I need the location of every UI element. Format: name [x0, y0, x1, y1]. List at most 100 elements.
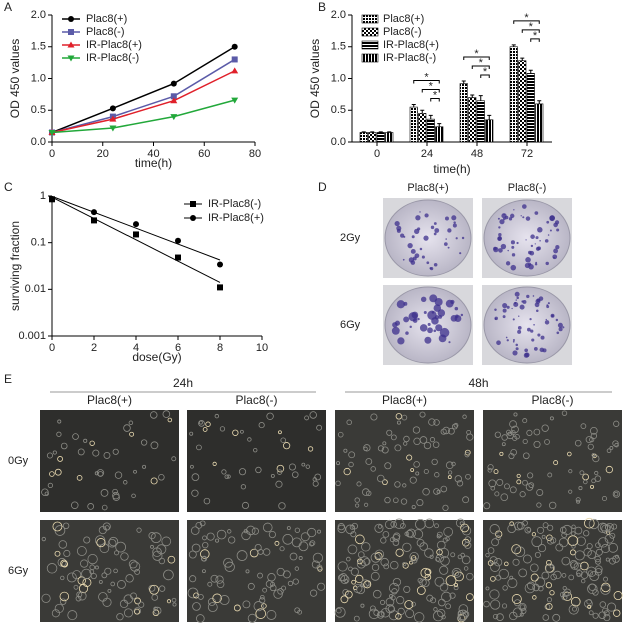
- cell: [187, 587, 199, 599]
- cell: [445, 575, 457, 586]
- cell: [41, 488, 49, 496]
- cell: [465, 473, 471, 480]
- significance-star: *: [533, 30, 538, 42]
- colony: [433, 232, 437, 236]
- colony: [537, 246, 541, 251]
- colony: [523, 352, 529, 358]
- cell: [434, 576, 445, 587]
- colony: [524, 348, 528, 353]
- cell: [569, 559, 578, 568]
- marker: [231, 97, 239, 104]
- cell: [495, 574, 502, 581]
- cell: [99, 543, 110, 554]
- colony: [516, 241, 519, 245]
- colony: [518, 315, 520, 317]
- colony: [444, 216, 449, 221]
- cell: [597, 522, 608, 533]
- colony: [433, 222, 437, 225]
- cell: [489, 589, 500, 600]
- cell: [41, 593, 51, 603]
- cell: [167, 417, 173, 423]
- cell: [226, 474, 231, 479]
- marker: [217, 284, 223, 291]
- marker: [231, 56, 238, 63]
- colony: [515, 343, 519, 347]
- cell: [46, 563, 58, 574]
- cell: [500, 493, 509, 502]
- colony: [522, 299, 527, 304]
- x-tick-label: 6: [175, 342, 181, 354]
- cell: [502, 585, 508, 591]
- cell: [337, 561, 348, 572]
- cell: [108, 536, 119, 547]
- cell: [552, 613, 561, 622]
- cell: [374, 523, 384, 533]
- colony: [430, 225, 435, 230]
- cell: [125, 574, 134, 583]
- cell: [553, 570, 562, 580]
- cell: [348, 461, 354, 468]
- colony: [544, 239, 549, 243]
- cell: [410, 555, 417, 561]
- cell: [259, 597, 266, 604]
- cell: [587, 583, 598, 595]
- cell: [282, 570, 291, 579]
- cell: [363, 558, 371, 566]
- marker: [170, 80, 177, 87]
- cell: [395, 548, 404, 557]
- x-tick-label: 20: [97, 148, 109, 160]
- micrograph: [40, 410, 179, 512]
- cell: [348, 566, 353, 572]
- cell: [153, 606, 162, 615]
- cell: [588, 610, 594, 616]
- colony: [530, 244, 534, 248]
- cell: [219, 595, 230, 606]
- cell: [590, 432, 598, 440]
- cell: [530, 573, 539, 582]
- cell: [571, 531, 576, 536]
- colony: [525, 216, 531, 221]
- cell: [583, 479, 588, 485]
- cell: [232, 429, 239, 436]
- cell: [416, 499, 424, 507]
- cell: [356, 481, 362, 487]
- cell: [549, 537, 557, 544]
- row-label: 2Gy: [340, 232, 361, 244]
- colony: [505, 261, 511, 266]
- time-label: 24h: [173, 376, 193, 390]
- colony: [419, 247, 423, 251]
- cell: [273, 589, 283, 599]
- cell: [483, 502, 491, 510]
- cell: [207, 581, 213, 587]
- cell: [545, 563, 556, 574]
- colony: [549, 215, 555, 222]
- cell: [138, 601, 145, 608]
- cell: [158, 557, 166, 565]
- cell: [591, 453, 596, 457]
- y-tick-label: 1.0: [331, 72, 346, 84]
- cell: [434, 523, 439, 529]
- cell: [580, 578, 586, 584]
- cell: [542, 522, 549, 529]
- colony: [405, 331, 409, 335]
- cell: [92, 449, 100, 457]
- bar: [376, 132, 385, 143]
- cell: [100, 489, 109, 497]
- cell: [123, 480, 128, 485]
- cell: [490, 485, 496, 491]
- cell: [382, 531, 390, 538]
- cell: [518, 568, 528, 578]
- cell: [559, 592, 566, 598]
- colony: [419, 211, 421, 213]
- legend-label: IR-Plac8(+): [208, 212, 264, 224]
- cell: [493, 469, 499, 475]
- cell: [487, 464, 494, 471]
- column-label: Plac8(-): [531, 393, 573, 407]
- cell: [216, 529, 227, 540]
- micrograph: [40, 520, 179, 622]
- colony: [415, 215, 421, 221]
- cell: [240, 484, 247, 490]
- cell: [279, 546, 285, 552]
- error-bar: [537, 100, 542, 104]
